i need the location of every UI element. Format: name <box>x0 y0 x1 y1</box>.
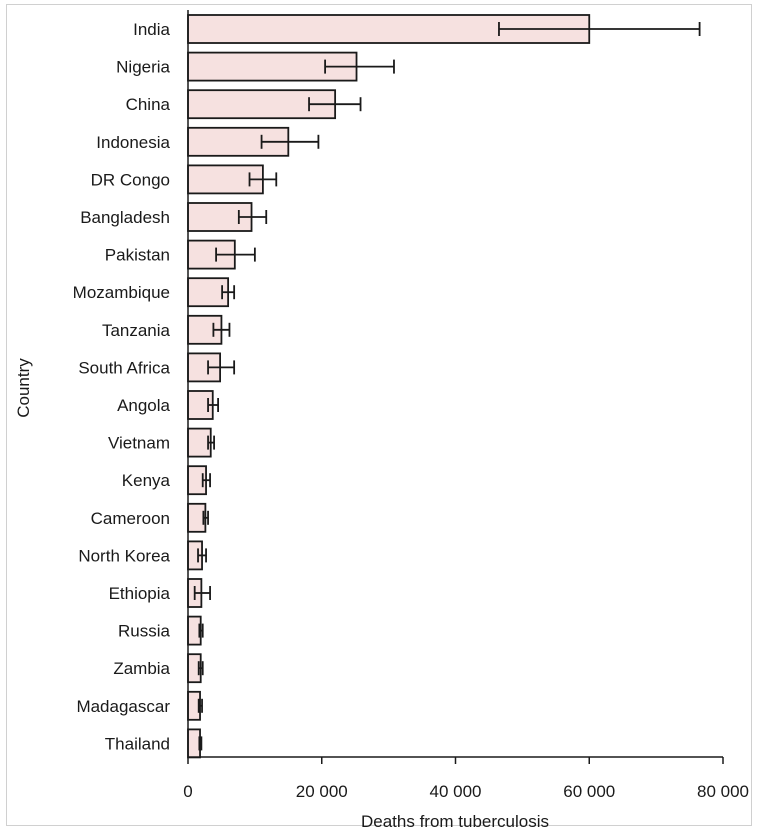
error-bar <box>197 698 203 713</box>
category-label: Pakistan <box>105 246 170 265</box>
bar <box>187 728 201 759</box>
category-label: Ethiopia <box>109 584 171 603</box>
category-label: Tanzania <box>102 321 171 340</box>
error-bar <box>215 247 256 262</box>
category-label: Madagascar <box>76 697 170 716</box>
error-bar <box>207 360 236 375</box>
category-label: Zambia <box>113 659 170 678</box>
error-bar <box>207 398 219 412</box>
category-label: DR Congo <box>91 170 170 189</box>
error-bar <box>201 473 211 488</box>
error-bar <box>197 661 204 676</box>
category-label: Kenya <box>122 471 171 490</box>
category-label: China <box>126 95 171 114</box>
category-label: South Africa <box>78 358 170 377</box>
error-bar <box>324 59 395 74</box>
category-label: Angola <box>117 396 170 415</box>
category-labels: India Nigeria China Indonesia DR Congo Bangla… <box>73 20 171 753</box>
chart-frame <box>6 4 752 826</box>
error-bar <box>207 435 215 450</box>
error-bar <box>221 285 236 300</box>
error-bar <box>197 548 207 563</box>
x-tick-label: 40 000 <box>430 782 482 801</box>
x-axis: 0 20 000 40 000 60 000 80 000 <box>183 10 749 801</box>
category-label: Thailand <box>105 734 170 753</box>
category-label: Cameroon <box>91 509 170 528</box>
category-label: North Korea <box>78 546 170 565</box>
error-bar <box>193 586 211 600</box>
error-bar <box>308 97 362 112</box>
bars-layer <box>187 14 701 759</box>
category-label: Vietnam <box>108 434 170 453</box>
error-bar <box>237 210 268 224</box>
error-bar <box>212 322 231 337</box>
error-bar <box>198 623 204 638</box>
error-bar <box>198 736 203 751</box>
error-bar <box>260 134 320 149</box>
error-bar <box>248 172 278 187</box>
error-bar <box>498 22 701 36</box>
error-bar <box>202 510 209 525</box>
x-tick-label: 80 000 <box>697 782 749 801</box>
y-axis-title: Country <box>14 358 33 418</box>
x-axis-title: Deaths from tuberculosis <box>361 812 549 830</box>
category-label: Indonesia <box>96 133 170 152</box>
category-label: Nigeria <box>116 58 170 77</box>
category-label: Russia <box>118 622 171 641</box>
x-tick-label: 0 <box>183 782 192 801</box>
category-label: Bangladesh <box>80 208 170 227</box>
x-tick-label: 20 000 <box>296 782 348 801</box>
category-label: Mozambique <box>73 283 170 302</box>
category-label: India <box>133 20 170 39</box>
x-tick-label: 60 000 <box>563 782 615 801</box>
